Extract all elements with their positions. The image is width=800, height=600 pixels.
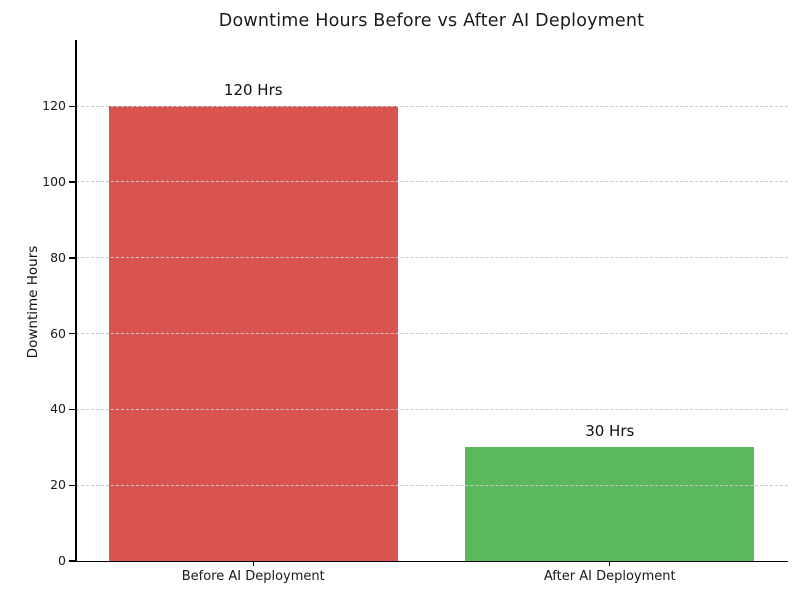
gridline (76, 484, 788, 486)
y-tick-mark (69, 105, 75, 107)
x-axis-spine (75, 560, 788, 562)
y-tick-mark (69, 332, 75, 335)
bar-after (465, 447, 755, 561)
gridline (76, 332, 788, 334)
plot-area (75, 40, 788, 562)
y-tick-label: 100 (42, 174, 66, 190)
y-tick-label: 60 (50, 325, 66, 341)
chart-title: Downtime Hours Before vs After AI Deploy… (218, 11, 645, 31)
y-tick-mark (69, 257, 75, 259)
y-axis-label: Downtime Hours (25, 245, 41, 359)
gridline (76, 181, 788, 183)
y-tick-mark (69, 408, 75, 411)
x-tick-label: Before AI Deployment (181, 569, 325, 584)
gridline (76, 105, 788, 107)
y-tick-mark (69, 560, 75, 562)
gridline (76, 408, 788, 410)
y-tick-label: 120 (42, 98, 66, 114)
y-axis-spine (75, 40, 77, 561)
y-tick-label: 80 (50, 249, 66, 265)
gridline (76, 257, 788, 259)
y-tick-label: 20 (50, 477, 66, 493)
y-tick-mark (69, 484, 75, 486)
y-tick-label: 0 (58, 553, 66, 568)
y-tick-label: 40 (50, 401, 66, 417)
bar-value-label: 30 Hrs (585, 422, 635, 441)
bar-value-label: 120 Hrs (223, 81, 283, 100)
x-tick-mark (609, 561, 611, 566)
x-tick-label: After AI Deployment (543, 569, 676, 584)
x-tick-mark (252, 561, 254, 566)
y-tick-mark (69, 181, 75, 183)
